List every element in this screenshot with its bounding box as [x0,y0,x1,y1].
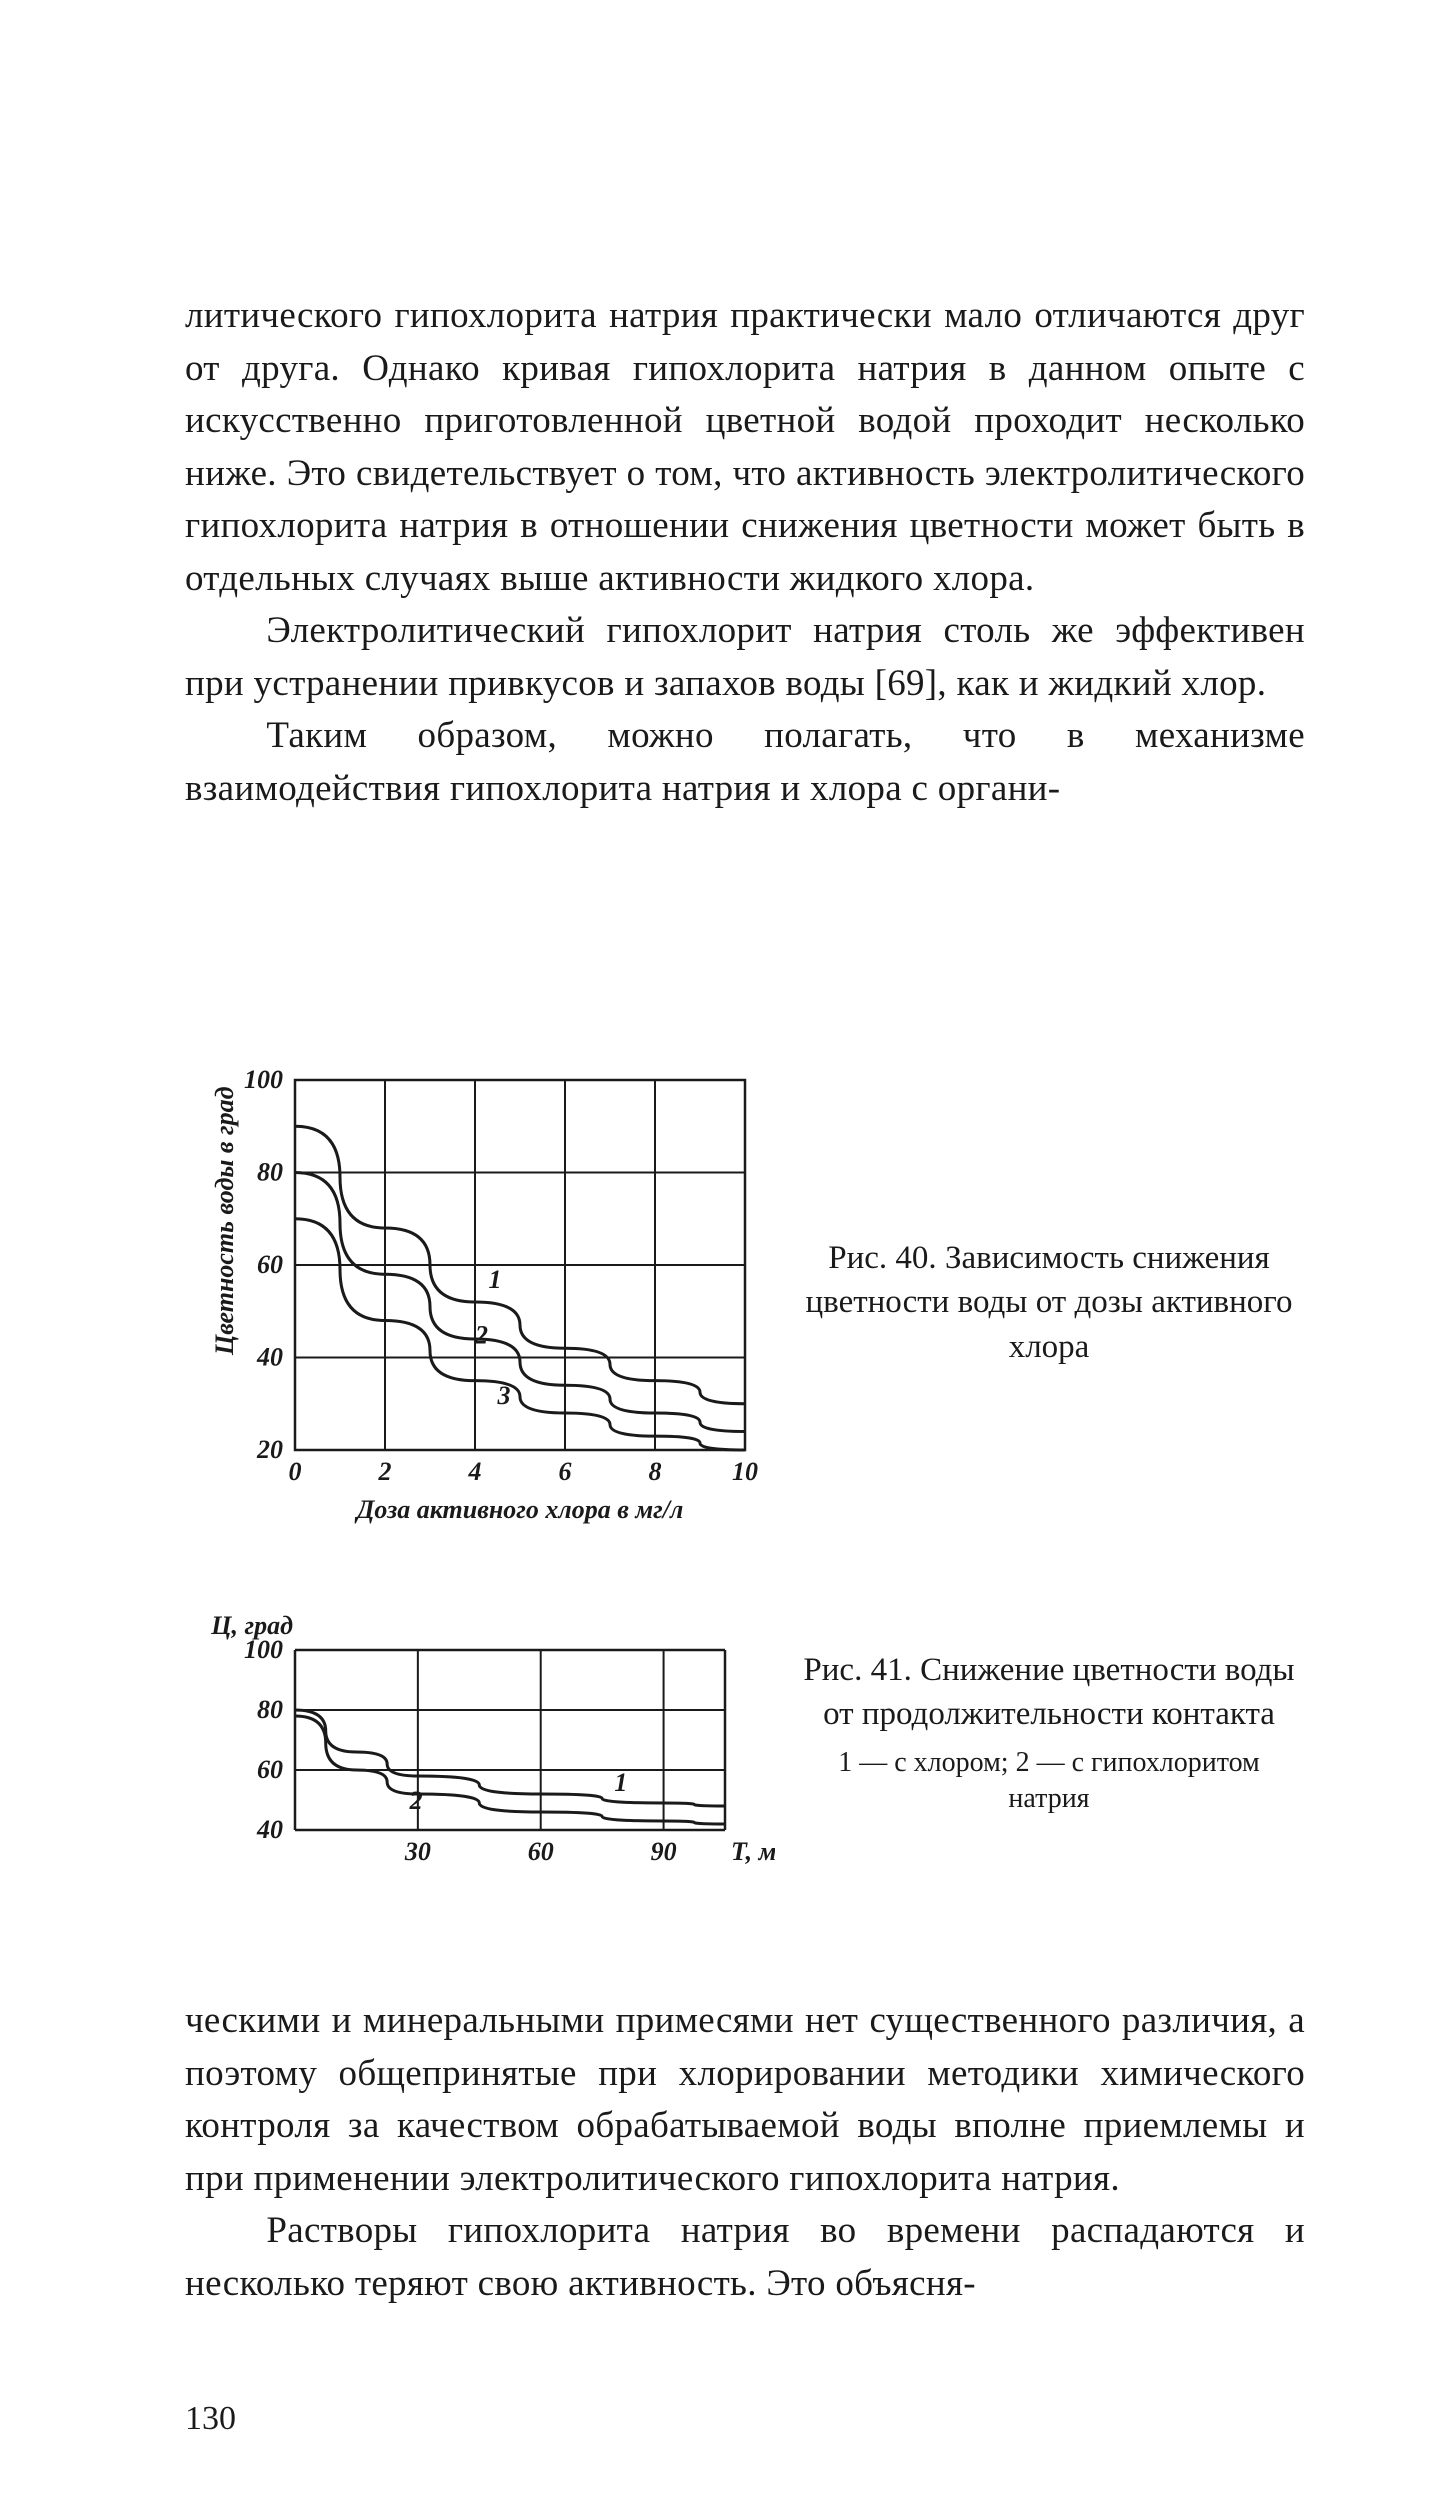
svg-text:60: 60 [257,1755,283,1784]
page-number: 130 [185,2400,236,2438]
svg-text:3: 3 [497,1381,511,1410]
svg-text:30: 30 [404,1837,431,1866]
svg-text:8: 8 [649,1457,662,1486]
svg-text:1: 1 [489,1265,502,1294]
para-2: Электролитический гипохлорит натрия стол… [185,605,1305,710]
para-5: Растворы гипохлорита натрия во времени р… [185,2205,1305,2310]
figure-41: 40608010030609012Ц, градТ, мин Рис. 41. … [185,1600,1305,1930]
svg-text:2: 2 [474,1321,488,1350]
fig40-chart: 204060801000246810123Цветность воды в гр… [185,1050,775,1555]
svg-text:2: 2 [409,1786,423,1815]
fig41-caption-block: Рис. 41. Снижение цветности воды от прод… [799,1648,1299,1818]
svg-text:40: 40 [256,1815,283,1844]
svg-text:60: 60 [528,1837,554,1866]
svg-text:Т, мин: Т, мин [731,1837,775,1866]
fig40-svg: 204060801000246810123Цветность воды в гр… [185,1050,775,1550]
svg-text:80: 80 [257,1695,283,1724]
svg-text:4: 4 [468,1457,482,1486]
svg-text:0: 0 [289,1457,302,1486]
fig41-caption-prefix: Рис. 41. [803,1652,911,1688]
fig41-chart: 40608010030609012Ц, градТ, мин [185,1600,775,1905]
svg-text:60: 60 [257,1250,283,1279]
svg-text:100: 100 [244,1065,283,1094]
svg-text:1: 1 [614,1768,627,1797]
svg-text:Ц, град: Ц, град [210,1611,293,1640]
para-1: литического гипохлорита натрия практичес… [185,290,1305,605]
fig40-caption-block: Рис. 40. Зависимость снижения цветности … [799,1236,1299,1370]
svg-text:40: 40 [256,1343,283,1372]
para-4: ческими и минеральными примесями нет сущ… [185,1995,1305,2205]
bottom-text-block: ческими и минеральными примесями нет сущ… [185,1995,1305,2310]
fig41-legend: 1 — с хлором; 2 — с гипохло­ритом натрия [799,1745,1299,1818]
svg-text:2: 2 [378,1457,392,1486]
fig40-caption-prefix: Рис. 40. [828,1240,936,1276]
svg-text:Доза активного хлора в мг/л: Доза активного хлора в мг/л [355,1495,684,1524]
figure-40: 204060801000246810123Цветность воды в гр… [185,1050,1305,1570]
top-text-block: литического гипохлорита натрия практичес… [185,290,1305,815]
svg-text:90: 90 [651,1837,677,1866]
fig41-svg: 40608010030609012Ц, градТ, мин [185,1600,775,1900]
svg-text:6: 6 [559,1457,572,1486]
svg-text:10: 10 [732,1457,758,1486]
page: литического гипохлорита натрия практичес… [0,0,1440,2496]
svg-text:20: 20 [256,1435,283,1464]
para-3: Таким образом, можно полагать, что в мех… [185,710,1305,815]
svg-text:Цветность воды в град: Цветность воды в град [210,1086,239,1356]
svg-text:80: 80 [257,1158,283,1187]
